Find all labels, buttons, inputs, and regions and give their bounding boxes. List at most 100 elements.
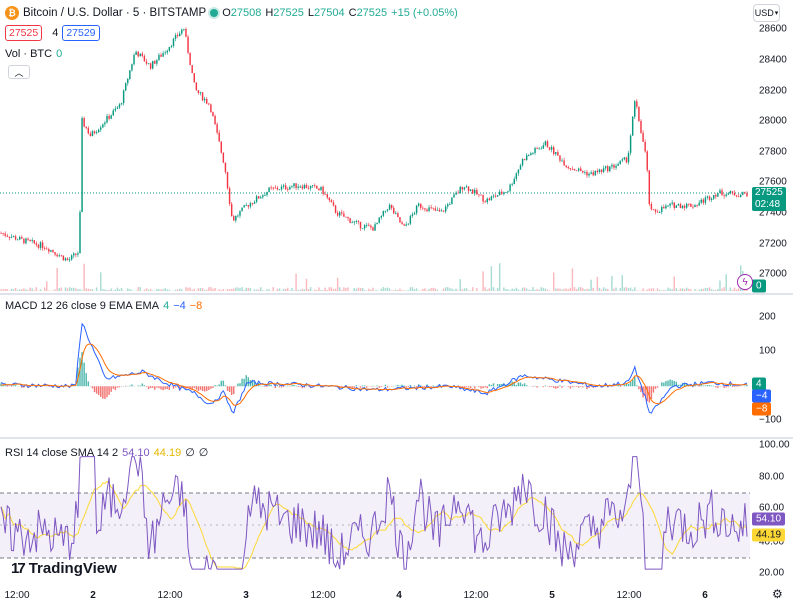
candle-body: [100, 127, 102, 130]
volume-bar: [249, 288, 252, 291]
candle-body: [399, 217, 401, 223]
pane-divider[interactable]: [0, 437, 793, 439]
macd-hist-bar: [241, 378, 243, 387]
volume-bar: [19, 289, 21, 291]
candle-body: [162, 53, 164, 57]
candle-body: [727, 193, 729, 195]
candle-body: [268, 187, 270, 192]
volume-bar: [380, 288, 382, 291]
candle-body: [532, 153, 534, 154]
volume-legend[interactable]: Vol · BTC 0: [5, 48, 66, 60]
macd-hist-bar: [532, 386, 534, 387]
macd-hist-bar: [378, 386, 380, 388]
volume-bar: [600, 289, 603, 291]
volume-bar: [397, 290, 399, 291]
candle-body: [424, 208, 426, 210]
volume-bar: [295, 273, 297, 291]
volume-bar: [368, 288, 370, 291]
candle-body: [542, 145, 545, 149]
volume-bar: [347, 287, 349, 291]
candle-body: [139, 53, 141, 57]
volume-bar: [278, 288, 281, 291]
macd-hist-bar: [143, 385, 146, 387]
volume-bar: [621, 275, 624, 291]
candle-body: [469, 189, 472, 192]
macd-hist-bar: [629, 382, 632, 387]
macd-value-2: −4: [173, 300, 186, 312]
macd-hist-bar: [166, 386, 168, 390]
macd-hist-bar: [274, 386, 277, 389]
volume-bar: [131, 290, 133, 291]
candle-body: [262, 195, 264, 198]
macd-legend[interactable]: MACD 12 26 close 9 EMA EMA 4 −4 −8: [5, 300, 206, 312]
volume-bar: [64, 287, 67, 291]
rsi-value-tag: 54.10: [752, 512, 786, 526]
macd-hist-bar: [661, 382, 663, 387]
volume-bar: [577, 287, 580, 291]
candle-body: [476, 189, 478, 195]
volume-bar: [505, 288, 507, 291]
candle-body: [156, 59, 158, 64]
symbol-title[interactable]: Bitcoin / U.S. Dollar · 5 · BITSTAMP: [23, 7, 207, 19]
macd-line: [0, 322, 748, 414]
candle-body: [324, 193, 326, 195]
volume-bar: [187, 287, 189, 291]
volume-bar: [532, 287, 534, 291]
volume-bar: [513, 289, 515, 291]
macd-hist-bar: [347, 386, 349, 387]
buy-price-button[interactable]: 27529: [62, 25, 100, 41]
volume-bar: [415, 288, 418, 291]
macd-hist-bar: [403, 385, 405, 387]
candle-body: [563, 160, 565, 166]
tradingview-logo[interactable]: 17 TradingView: [11, 560, 117, 577]
candle-body: [235, 215, 237, 221]
volume-bar: [573, 287, 576, 291]
candle-body: [636, 101, 638, 107]
collapse-legend-button[interactable]: ︿: [8, 65, 30, 79]
volume-bar: [260, 287, 262, 291]
volume-bar: [104, 289, 106, 291]
candle-body: [540, 148, 542, 150]
macd-hist-bar: [95, 386, 98, 394]
macd-hist-bar: [488, 384, 491, 387]
volume-bar: [201, 287, 204, 291]
currency-selector[interactable]: USD ▾: [753, 4, 780, 22]
lightning-icon[interactable]: ϟ: [737, 274, 753, 290]
chart-canvas[interactable]: [0, 0, 750, 585]
volume-bar: [35, 287, 38, 291]
volume-bar: [176, 289, 179, 291]
volume-bar: [625, 287, 628, 291]
time-tick: 5: [549, 590, 555, 601]
candle-body: [318, 188, 320, 191]
macd-hist-bar: [100, 386, 102, 397]
candle-body: [403, 224, 405, 226]
rsi-value-3: ∅: [185, 447, 195, 459]
volume-bar: [580, 287, 582, 291]
market-status-icon[interactable]: [210, 9, 219, 17]
pane-divider[interactable]: [0, 293, 793, 295]
volume-bar: [21, 289, 23, 291]
volume-bar: [81, 290, 83, 291]
volume-bar: [145, 288, 148, 291]
volume-bar: [596, 276, 599, 291]
candle-body: [77, 253, 79, 255]
macd-hist-bar: [517, 382, 520, 387]
volume-bar: [73, 287, 75, 291]
volume-bar: [519, 290, 522, 291]
macd-hist-bar: [189, 386, 191, 389]
candle-body: [594, 170, 597, 176]
macd-hist-bar: [141, 383, 144, 387]
volume-bar: [546, 289, 549, 291]
volume-bar: [521, 287, 524, 291]
volume-bar: [372, 287, 374, 291]
volume-bar: [650, 288, 653, 291]
rsi-legend[interactable]: RSI 14 close SMA 14 2 54.10 44.19 ∅ ∅: [5, 446, 212, 460]
gear-icon[interactable]: ⚙: [772, 587, 783, 601]
candle-body: [498, 191, 501, 196]
candle-body: [255, 196, 258, 202]
candle-body: [451, 197, 453, 204]
sell-price-button[interactable]: 27525: [5, 25, 43, 41]
volume-bar: [571, 268, 574, 291]
volume-bar: [534, 289, 536, 291]
candle-body: [740, 194, 742, 197]
